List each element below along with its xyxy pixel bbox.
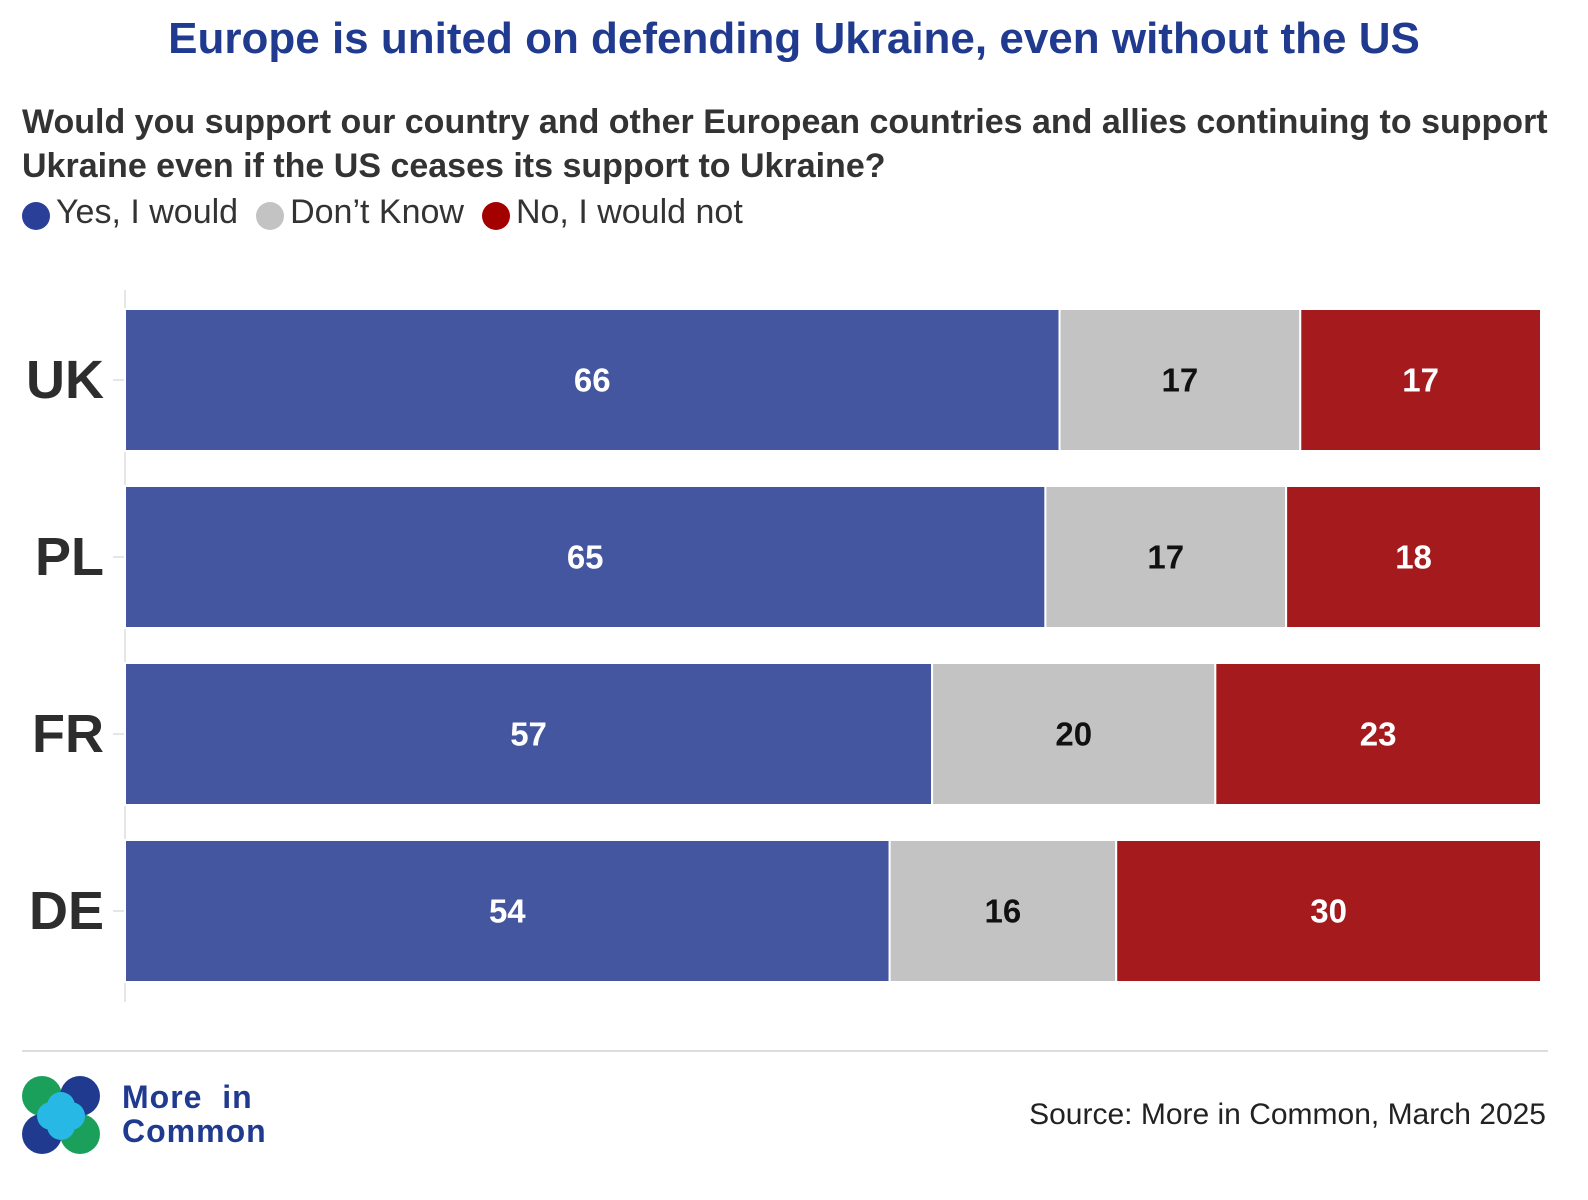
category-label-de: DE bbox=[29, 881, 104, 941]
legend-dot-dont-know bbox=[256, 202, 285, 230]
legend-item-no: No, I would not bbox=[481, 192, 743, 232]
bar-de-series-0 bbox=[124, 839, 891, 983]
value-label-fr-series-1: 20 bbox=[1055, 716, 1092, 753]
logo-text: More in Common bbox=[122, 1080, 267, 1148]
value-label-uk-series-0: 66 bbox=[574, 362, 611, 399]
value-label-fr-series-0: 57 bbox=[510, 716, 547, 753]
chart-title: Europe is united on defending Ukraine, e… bbox=[168, 14, 1420, 63]
value-label-de-series-1: 16 bbox=[985, 893, 1022, 930]
category-label-pl: PL bbox=[35, 527, 104, 587]
bar-pl-series-0 bbox=[124, 485, 1047, 629]
bar-uk-series-2 bbox=[1299, 308, 1543, 452]
value-label-uk-series-1: 17 bbox=[1162, 362, 1199, 399]
bar-de-series-2 bbox=[1115, 839, 1542, 983]
source-note: Source: More in Common, March 2025 bbox=[1029, 1098, 1546, 1131]
legend-label-dont-know: Don’t Know bbox=[290, 192, 464, 231]
bar-uk-series-0 bbox=[124, 308, 1061, 452]
logo-text-line2: Common bbox=[122, 1113, 267, 1149]
category-label-fr: FR bbox=[32, 704, 104, 764]
bar-de-series-1 bbox=[888, 839, 1118, 983]
legend-item-yes: Yes, I would bbox=[22, 193, 238, 232]
value-label-de-series-0: 54 bbox=[489, 893, 526, 930]
value-label-de-series-2: 30 bbox=[1310, 893, 1347, 930]
stacked-bar-chart: UK 66 17 17 PL 65 17 18 FR 57 20 23 DE 54 16 30 bbox=[26, 290, 1543, 1002]
value-label-pl-series-2: 18 bbox=[1395, 539, 1432, 576]
legend-item-dont-know: Don’t Know bbox=[256, 193, 464, 232]
logo-text-line1: More in bbox=[122, 1079, 253, 1115]
bar-fr-series-2 bbox=[1214, 662, 1542, 806]
value-label-fr-series-2: 23 bbox=[1360, 716, 1397, 753]
legend: Yes, I would Don’t Know No, I would not bbox=[22, 190, 761, 234]
bar-uk-series-1 bbox=[1058, 308, 1302, 452]
bar-pl-series-1 bbox=[1044, 485, 1288, 629]
bar-fr-series-0 bbox=[124, 662, 934, 806]
value-label-uk-series-2: 17 bbox=[1402, 362, 1439, 399]
category-label-uk: UK bbox=[26, 350, 104, 410]
more-in-common-logo-icon bbox=[22, 1076, 100, 1154]
legend-label-yes: Yes, I would bbox=[56, 192, 239, 231]
bar-pl-series-2 bbox=[1285, 485, 1542, 629]
footer-divider bbox=[22, 1050, 1548, 1052]
value-label-pl-series-0: 65 bbox=[567, 539, 604, 576]
chart-subtitle: Would you support our country and other … bbox=[22, 103, 1548, 185]
value-label-pl-series-1: 17 bbox=[1147, 539, 1184, 576]
legend-dot-no bbox=[481, 202, 510, 230]
legend-dot-yes bbox=[22, 202, 50, 230]
legend-label-no: No, I would not bbox=[515, 192, 743, 231]
